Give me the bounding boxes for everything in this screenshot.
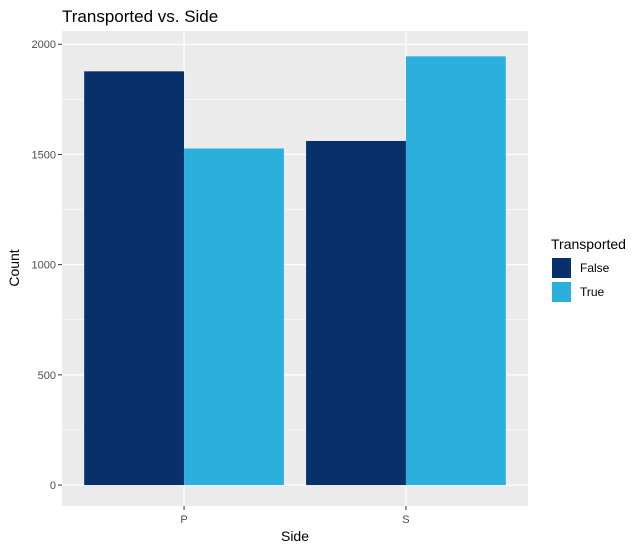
legend: Transported False True (551, 236, 626, 302)
y-tick-label: 500 (38, 370, 56, 382)
y-tick-label: 0 (50, 480, 56, 492)
bar-P-false (84, 71, 185, 486)
x-tick-label: S (402, 514, 409, 526)
x-tick-label: P (180, 514, 187, 526)
legend-key-false (552, 258, 571, 278)
legend-label-false: False (580, 261, 610, 275)
legend-key-true (552, 282, 571, 302)
y-axis: 0 500 1000 1500 2000 (32, 39, 62, 492)
bar-S-true (405, 56, 506, 486)
legend-label-true: True (580, 285, 605, 299)
bars (84, 56, 506, 486)
y-tick-label: 1000 (32, 260, 56, 272)
chart-title: Transported vs. Side (62, 7, 218, 26)
y-axis-title: Count (6, 249, 22, 286)
bar-P-true (184, 148, 284, 486)
legend-title: Transported (551, 236, 626, 252)
y-tick-label: 2000 (32, 39, 56, 51)
bar-S-false (306, 140, 406, 486)
y-tick-label: 1500 (32, 149, 56, 161)
x-axis-title: Side (281, 528, 309, 544)
